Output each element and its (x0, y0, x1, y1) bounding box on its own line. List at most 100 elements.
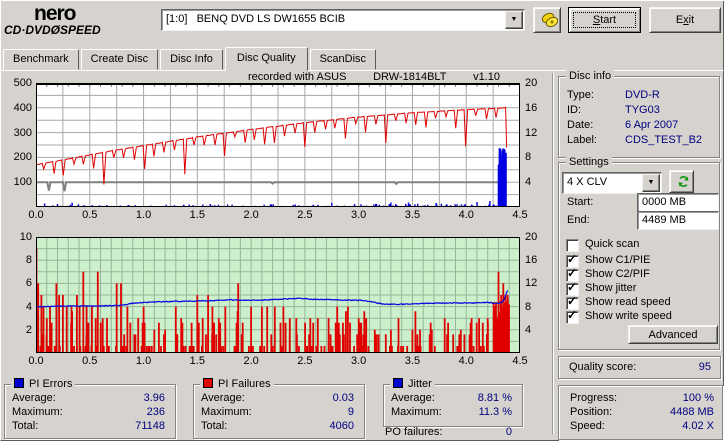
checkbox[interactable]: ✓ (566, 266, 579, 282)
y-right-tick-label: 4 (525, 176, 532, 189)
quality-score-label: Quality score: (569, 361, 637, 373)
y-left-tick-label: 4 (25, 300, 32, 313)
checkbox[interactable]: ✓ (566, 252, 579, 268)
start-mb-label: Start: (567, 196, 594, 208)
checkbox[interactable]: ✓ (566, 309, 579, 324)
disc-info-value: TYG03 (625, 104, 660, 116)
tab-disc-quality[interactable]: Disc Quality (224, 47, 308, 71)
stat-value: 9 (347, 406, 354, 418)
stats-group-pi-errors: PI Errors Average: 3.96 Maximum: 236 Total: 71… (4, 377, 176, 439)
check-icon: ✓ (567, 294, 578, 308)
x-tick-label: 3.5 (404, 355, 421, 367)
x-tick-label: 3.5 (404, 209, 421, 221)
checkbox-row-show-jitter: ✓ Show jitter (566, 280, 714, 296)
refresh-icon (676, 175, 691, 187)
x-tick-label: 4.5 (512, 355, 528, 367)
po-failures-value: 0 (505, 426, 512, 438)
eject-discs-button[interactable] (533, 7, 561, 33)
disc-info-value: 6 Apr 2007 (625, 119, 679, 131)
stats-title: Jitter (390, 377, 435, 391)
stat-value: 3.96 (143, 392, 165, 404)
y-right-tick-label: 20 (525, 77, 538, 89)
y-left-tick-label: 6 (25, 277, 32, 290)
disc-info-group: Disc info Type: DVD-R ID: TYG03 Date: 6 Apr 2… (558, 69, 720, 158)
end-mb-label: End: (567, 214, 590, 226)
x-tick-label: 4.0 (458, 209, 474, 221)
quality-score-value: 95 (698, 361, 711, 373)
panel-separator (552, 73, 554, 435)
nero-logo: nero CD·DVDØSPEED (0, 0, 150, 45)
stat-value: 0.03 (332, 392, 354, 404)
stat-label: Total: (201, 420, 228, 432)
advanced-button[interactable]: Advanced (628, 325, 718, 344)
checkbox[interactable]: ✓ (566, 280, 579, 296)
stat-label: Average: (201, 392, 245, 404)
disc-info-label: Label: (567, 134, 597, 146)
scan-speed-select[interactable]: 4 X CLV ▼ (562, 172, 662, 194)
disc-info-label: Date: (567, 119, 594, 131)
settings-title: Settings (566, 155, 612, 169)
pi-failures-jitter-chart (35, 237, 520, 353)
disc-info-value: DVD-R (625, 89, 660, 101)
logo-line2: CD·DVDØSPEED (4, 23, 101, 37)
y-left-tick-label: 300 (13, 126, 32, 139)
checkbox[interactable]: ✓ (566, 294, 579, 310)
chevron-down-icon[interactable]: ▼ (642, 174, 660, 192)
drive-select-value: [1:0] BENQ DVD LS DW1655 BCIB (166, 13, 346, 25)
checkbox-row-show-c2-pif: ✓ Show C2/PIF (566, 266, 714, 282)
check-icon: ✓ (567, 280, 578, 294)
x-tick-label: 0.5 (82, 209, 98, 221)
start-mb-field[interactable]: 0000 MB (637, 193, 719, 212)
stat-value: 11.3 % (478, 406, 512, 418)
y-left-tick-label: 2 (25, 323, 32, 336)
tab-scandisc[interactable]: ScanDisc (309, 49, 377, 70)
y-right-tick-label: 12 (525, 126, 538, 139)
stat-label: Average: (12, 392, 56, 404)
tab-create-disc[interactable]: Create Disc (80, 49, 159, 70)
recorded-with-text: recorded with ASUS (248, 71, 347, 83)
y-left-tick-label: 200 (13, 151, 32, 164)
start-button[interactable]: Start (568, 7, 641, 33)
checkbox[interactable] (566, 239, 579, 252)
chart-recorded-with: recorded with ASUS DRW-1814BLT v1.10 (248, 71, 500, 83)
end-mb-field[interactable]: 4489 MB (637, 211, 719, 230)
disc-info-title: Disc info (566, 69, 615, 83)
check-icon: ✓ (567, 266, 578, 280)
stat-value: 236 (146, 406, 165, 418)
exit-button[interactable]: Exit (649, 7, 721, 33)
chevron-down-icon[interactable]: ▼ (505, 11, 523, 29)
scan-speed-value: 4 X CLV (567, 176, 608, 188)
y-right-tick-label: 16 (525, 254, 538, 267)
y-right-tick-label: 4 (525, 323, 532, 336)
y-left-tick-label: 100 (13, 176, 32, 189)
refresh-button[interactable] (669, 170, 694, 193)
progress-label: Speed: (570, 420, 605, 432)
disc-info-label: Type: (567, 89, 594, 101)
legend-square (203, 378, 213, 388)
drive-select[interactable]: [1:0] BENQ DVD LS DW1655 BCIB ▼ (161, 9, 525, 31)
x-tick-label: 4.0 (458, 355, 474, 367)
check-icon: ✓ (567, 252, 578, 266)
checkbox-label: Show C2/PIF (585, 268, 650, 280)
quality-score-panel: Quality score: 95 (558, 356, 721, 379)
tab-bar: Benchmark Create Disc Disc Info Disc Qualit… (3, 47, 378, 71)
stat-label: Total: (12, 420, 39, 432)
tab-disc-info[interactable]: Disc Info (160, 49, 223, 70)
disc-info-label: ID: (567, 104, 582, 116)
stats-title: PI Errors (11, 377, 76, 391)
checkbox-label: Show read speed (585, 296, 671, 308)
stat-value: 8.81 % (477, 392, 512, 404)
firmware-version-text: v1.10 (473, 71, 500, 83)
progress-label: Progress: (570, 392, 618, 404)
progress-label: Position: (570, 406, 613, 418)
checkbox-label: Show jitter (585, 282, 637, 294)
focus-rect (573, 12, 636, 28)
tab-benchmark[interactable]: Benchmark (3, 49, 79, 70)
stats-group-jitter: Jitter Average: 8.81 % Maximum: 11.3 % (383, 377, 523, 427)
settings-group: Settings (558, 155, 720, 350)
progress-value: 4.02 X (682, 420, 714, 432)
x-tick-label: 2.5 (297, 355, 313, 367)
x-tick-label: 2.5 (297, 209, 313, 221)
checkbox-label: Show write speed (585, 310, 672, 322)
